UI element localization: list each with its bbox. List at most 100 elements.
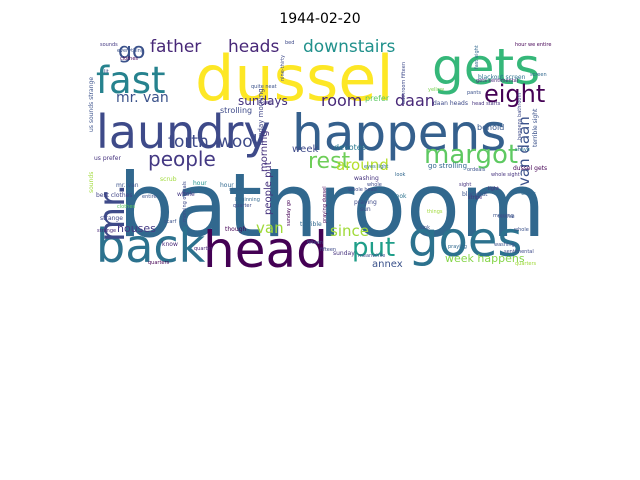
cloud-word: whole head xyxy=(348,187,377,193)
cloud-word: week happens xyxy=(445,252,525,265)
cloud-word: behold xyxy=(477,123,504,132)
cloud-word: rest xyxy=(308,149,351,174)
cloud-word: sink xyxy=(420,225,430,231)
cloud-word: entire xyxy=(142,194,157,200)
chart-title: 1944-02-20 xyxy=(279,11,361,27)
cloud-word: ordeals xyxy=(467,167,486,173)
cloud-word: us prefer xyxy=(94,155,121,162)
cloud-word: yellow xyxy=(428,87,444,93)
cloud-word: sunday xyxy=(333,250,355,257)
cloud-word: look xyxy=(395,172,406,178)
cloud-word: wears xyxy=(521,191,536,197)
cloud-word: things xyxy=(427,209,443,215)
cloud-word: praying xyxy=(354,199,377,206)
cloud-word: happens xyxy=(292,104,506,162)
cloud-word: daan heads xyxy=(433,100,468,107)
cloud-word: head starts xyxy=(472,101,501,107)
cloud-word: eyes light xyxy=(364,164,388,170)
cloud-word: clothes xyxy=(120,56,138,62)
cloud-word: prefer xyxy=(365,94,390,103)
cloud-word: clothes xyxy=(117,204,135,210)
cloud-word: happens bathroom xyxy=(517,93,523,140)
cloud-word: quite neat xyxy=(251,84,277,90)
cloud-word: fast xyxy=(96,59,165,102)
cloud-word: head xyxy=(203,221,328,279)
cloud-word: dussel gets xyxy=(513,165,547,172)
cloud-word: terrible sight xyxy=(532,108,539,147)
cloud-word: eight xyxy=(484,80,545,108)
cloud-word: shave xyxy=(515,147,530,153)
cloud-word: blackout xyxy=(462,191,488,198)
cloud-word: back xyxy=(96,219,206,273)
cloud-word: us sounds strange xyxy=(88,77,95,132)
cloud-word: daan xyxy=(395,91,435,110)
cloud-word: wool xyxy=(218,132,257,152)
cloud-word: gets sentimental xyxy=(476,78,518,84)
cloud-word: whole xyxy=(514,227,529,233)
cloud-word: meanwhile xyxy=(358,253,385,259)
cloud-word: strange xyxy=(97,228,116,234)
cloud-word: mr. van xyxy=(116,182,139,189)
cloud-word: houses xyxy=(117,222,156,235)
cloud-word: gets xyxy=(432,38,540,96)
cloud-word: dussel xyxy=(195,42,394,115)
cloud-word: room xyxy=(321,91,362,110)
cloud-word: margot xyxy=(424,140,518,170)
cloud-word: everything xyxy=(117,48,144,54)
cloud-word: around xyxy=(336,156,389,174)
cloud-word: sun xyxy=(360,206,371,213)
cloud-word: terrible xyxy=(300,221,322,228)
cloud-word: sunday go xyxy=(286,200,292,226)
cloud-word: stripe xyxy=(468,195,482,201)
cloud-word: best clothes xyxy=(96,192,133,199)
cloud-word: blackout screen xyxy=(478,74,526,81)
cloud-word: washing xyxy=(494,242,515,248)
cloud-word: see xyxy=(263,100,272,106)
cloud-word: people put xyxy=(263,161,274,215)
cloud-word: hour xyxy=(193,180,207,187)
cloud-word: downstairs xyxy=(303,37,396,57)
cloud-word: whole sight xyxy=(491,172,520,178)
cloud-word: morning xyxy=(493,213,514,219)
cloud-word: fifteen xyxy=(307,240,323,246)
cloud-word: strange xyxy=(100,215,123,222)
cloud-word: morning xyxy=(259,130,270,172)
cloud-word: quarter xyxy=(233,203,252,209)
cloud-word: van xyxy=(256,219,284,237)
cloud-word: go strolling xyxy=(428,162,467,170)
cloud-word: pants xyxy=(467,90,481,96)
cloud-word: sentimental xyxy=(504,249,534,255)
cloud-word: light xyxy=(488,186,499,192)
cloud-word: annex xyxy=(372,259,403,270)
cloud-word: washing xyxy=(354,175,379,182)
cloud-word: bed xyxy=(285,40,294,46)
cloud-word: quarter xyxy=(194,246,213,252)
cloud-word: mr. van xyxy=(116,90,169,106)
cloud-word: know xyxy=(162,241,178,248)
cloud-word: laundry xyxy=(96,105,271,159)
cloud-word: devotes xyxy=(334,143,366,152)
cloud-word: scrub xyxy=(160,176,177,183)
cloud-word: sounds xyxy=(100,42,118,48)
cloud-word: fast eight xyxy=(474,45,480,69)
cloud-word: van daan xyxy=(515,116,533,186)
cloud-word: goes xyxy=(408,212,522,268)
cloud-word: sunday morning xyxy=(257,88,265,145)
cloud-word: people xyxy=(148,147,216,171)
cloud-word: twelve xyxy=(498,214,515,220)
cloud-word: stripe xyxy=(229,187,243,193)
cloud-word: go xyxy=(118,39,145,64)
cloud-word: put xyxy=(352,233,395,263)
cloud-word: bathroom xyxy=(118,154,546,257)
cloud-word: praying xyxy=(448,244,467,250)
cloud-word: whole xyxy=(177,191,195,198)
cloud-word: praying dussel xyxy=(322,186,328,223)
cloud-word: screen xyxy=(530,72,547,78)
cloud-word: nine-thirty xyxy=(280,55,286,81)
cloud-word: week xyxy=(292,144,318,155)
cloud-word: whole xyxy=(367,182,382,188)
cloud-word: look xyxy=(394,193,407,200)
cloud-word: hour we entire xyxy=(515,42,551,48)
cloud-word: quarters xyxy=(515,261,537,267)
